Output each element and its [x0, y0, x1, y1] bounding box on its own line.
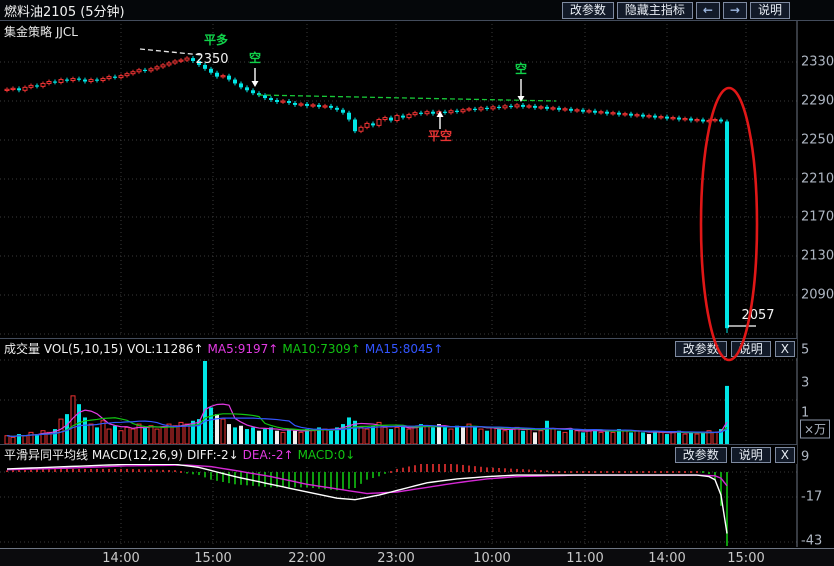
- prev-arrow-button[interactable]: ←: [695, 1, 720, 19]
- macd-panel-header: 平滑异同平均线 MACD(12,26,9) DIFF:-2↓ DEA:-2↑ M…: [0, 444, 797, 464]
- next-arrow-button[interactable]: →: [722, 1, 747, 19]
- chart-annotation: 平多: [204, 32, 228, 47]
- volume-panel-buttons: 改参数 说明 X: [671, 340, 795, 357]
- change-params-button[interactable]: 改参数: [561, 1, 614, 19]
- macd-axis-label: -17: [801, 489, 823, 505]
- volume-current: VOL:11286↑: [127, 341, 204, 356]
- help-button[interactable]: 说明: [749, 1, 790, 19]
- price-axis-label: 2250: [801, 132, 834, 148]
- time-axis-label: 14:00: [648, 551, 686, 566]
- toolbar-buttons: 改参数 隐藏主指标 ← → 说明: [559, 0, 790, 20]
- macd-help-button[interactable]: 说明: [730, 446, 771, 463]
- volume-ma10: MA10:7309↑: [282, 341, 361, 356]
- hide-main-indicator-button[interactable]: 隐藏主指标: [616, 1, 693, 19]
- time-axis-label: 23:00: [377, 551, 415, 566]
- top-toolbar: 燃料油2105 (5分钟) 改参数 隐藏主指标 ← → 说明: [0, 0, 834, 21]
- volume-change-params-button[interactable]: 改参数: [674, 340, 727, 357]
- volume-panel-header: 成交量 VOL(5,10,15) VOL:11286↑ MA5:9197↑ MA…: [0, 338, 797, 358]
- price-axis-label: 2210: [801, 171, 834, 187]
- instrument-title: 燃料油2105 (5分钟): [4, 4, 125, 20]
- volume-ma5: MA5:9197↑: [207, 341, 279, 356]
- volume-close-button[interactable]: X: [774, 340, 795, 357]
- macd-change-params-button[interactable]: 改参数: [674, 446, 727, 463]
- time-axis-label: 11:00: [566, 551, 604, 566]
- price-axis-label: 2090: [801, 287, 834, 303]
- macd-title: 平滑异同平均线 MACD(12,26,9): [4, 448, 183, 462]
- macd-diff-value: DIFF:-2↓: [186, 447, 239, 462]
- price-axis-label: 2290: [801, 93, 834, 109]
- left-arrow-icon: ←: [702, 2, 713, 17]
- chart-annotation: 平空: [428, 128, 452, 143]
- price-axis-label: 2330: [801, 54, 834, 70]
- macd-axis-label: -43: [801, 533, 823, 549]
- macd-value: MACD:0↓: [297, 447, 356, 462]
- strategy-label: 集金策略 JJCL: [4, 25, 78, 39]
- volume-title: 成交量 VOL(5,10,15): [4, 342, 124, 356]
- volume-unit-badge: ×万: [800, 419, 831, 439]
- price-axis-label: 2130: [801, 248, 834, 264]
- time-axis-label: 15:00: [727, 551, 765, 566]
- macd-dea-value: DEA:-2↑: [242, 447, 294, 462]
- macd-close-button[interactable]: X: [774, 446, 795, 463]
- time-axis-label: 15:00: [194, 551, 232, 566]
- time-axis-label: 14:00: [102, 551, 140, 566]
- price-axis-label: 2170: [801, 209, 834, 225]
- volume-ma15: MA15:8045↑: [364, 341, 444, 356]
- macd-panel-buttons: 改参数 说明 X: [671, 446, 795, 463]
- chart-annotation: 2350: [195, 52, 228, 67]
- volume-axis-label: 5: [801, 342, 810, 358]
- volume-help-button[interactable]: 说明: [730, 340, 771, 357]
- volume-axis-label: 1: [801, 405, 810, 421]
- macd-axis-label: 9: [801, 449, 810, 465]
- chart-annotation: 2057: [741, 308, 774, 323]
- time-axis-label: 10:00: [473, 551, 511, 566]
- right-arrow-icon: →: [729, 2, 740, 17]
- time-axis-label: 22:00: [288, 551, 326, 566]
- volume-axis-label: 3: [801, 375, 810, 391]
- chart-annotation: 空: [515, 61, 527, 76]
- time-axis: 14:00 15:00 22:00 23:00 10:00 11:00 14:00 15:00: [0, 548, 834, 566]
- chart-annotation: 空: [249, 50, 261, 65]
